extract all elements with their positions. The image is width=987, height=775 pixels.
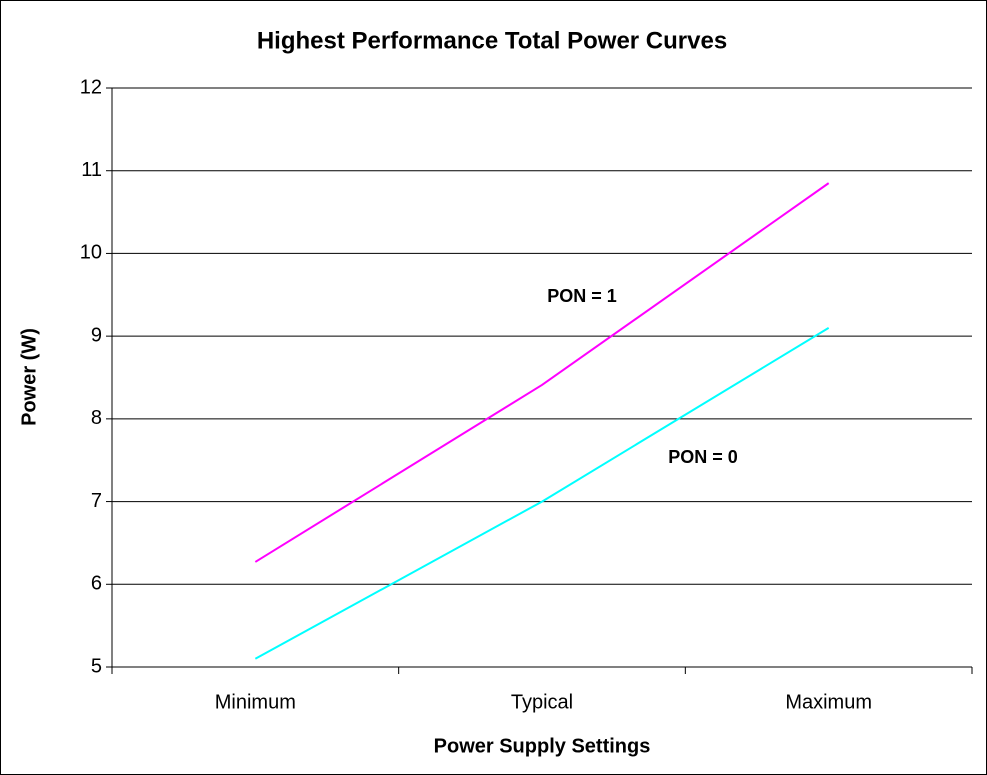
series-label: PON = 1: [547, 286, 617, 306]
x-tick-label: Maximum: [785, 691, 872, 713]
y-tick-label: 6: [91, 573, 102, 595]
y-tick-label: 12: [80, 76, 102, 98]
series-line: [254, 182, 830, 563]
y-axis-title: Power (W): [18, 328, 40, 426]
y-tick-label: 10: [80, 242, 102, 264]
chart-title: Highest Performance Total Power Curves: [257, 27, 727, 54]
y-tick-label: 8: [91, 407, 102, 429]
series-line: [254, 327, 830, 660]
y-tick-label: 5: [91, 655, 102, 677]
y-tick-label: 11: [81, 159, 102, 181]
y-tick-label: 9: [91, 324, 102, 346]
x-tick-label: Minimum: [215, 691, 296, 713]
series-label: PON = 0: [668, 447, 738, 467]
x-axis-title: Power Supply Settings: [434, 735, 651, 757]
y-tick-label: 7: [91, 490, 102, 512]
x-tick-label: Typical: [511, 691, 573, 713]
